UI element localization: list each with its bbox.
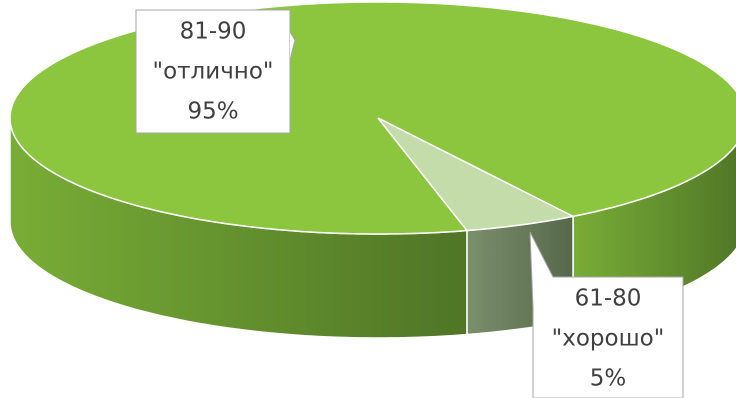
data-label-value: 5% [590,366,627,392]
slice [377,117,576,232]
data-label-category: "хорошо" [552,326,665,352]
data-label-category: "отлично" [153,59,274,85]
data-label-category: 61-80 [575,286,642,312]
slice [9,1,736,235]
callout [532,276,684,398]
pie [9,1,736,339]
data-label-value: 95% [187,99,238,125]
data-label-category: 81-90 [180,19,247,45]
callout [135,9,291,134]
callout-pointer [529,231,554,308]
callout-pointer [289,31,296,61]
labels: 81-90 "отлично" 95% 61-80 "хорошо" 5% [135,9,684,398]
